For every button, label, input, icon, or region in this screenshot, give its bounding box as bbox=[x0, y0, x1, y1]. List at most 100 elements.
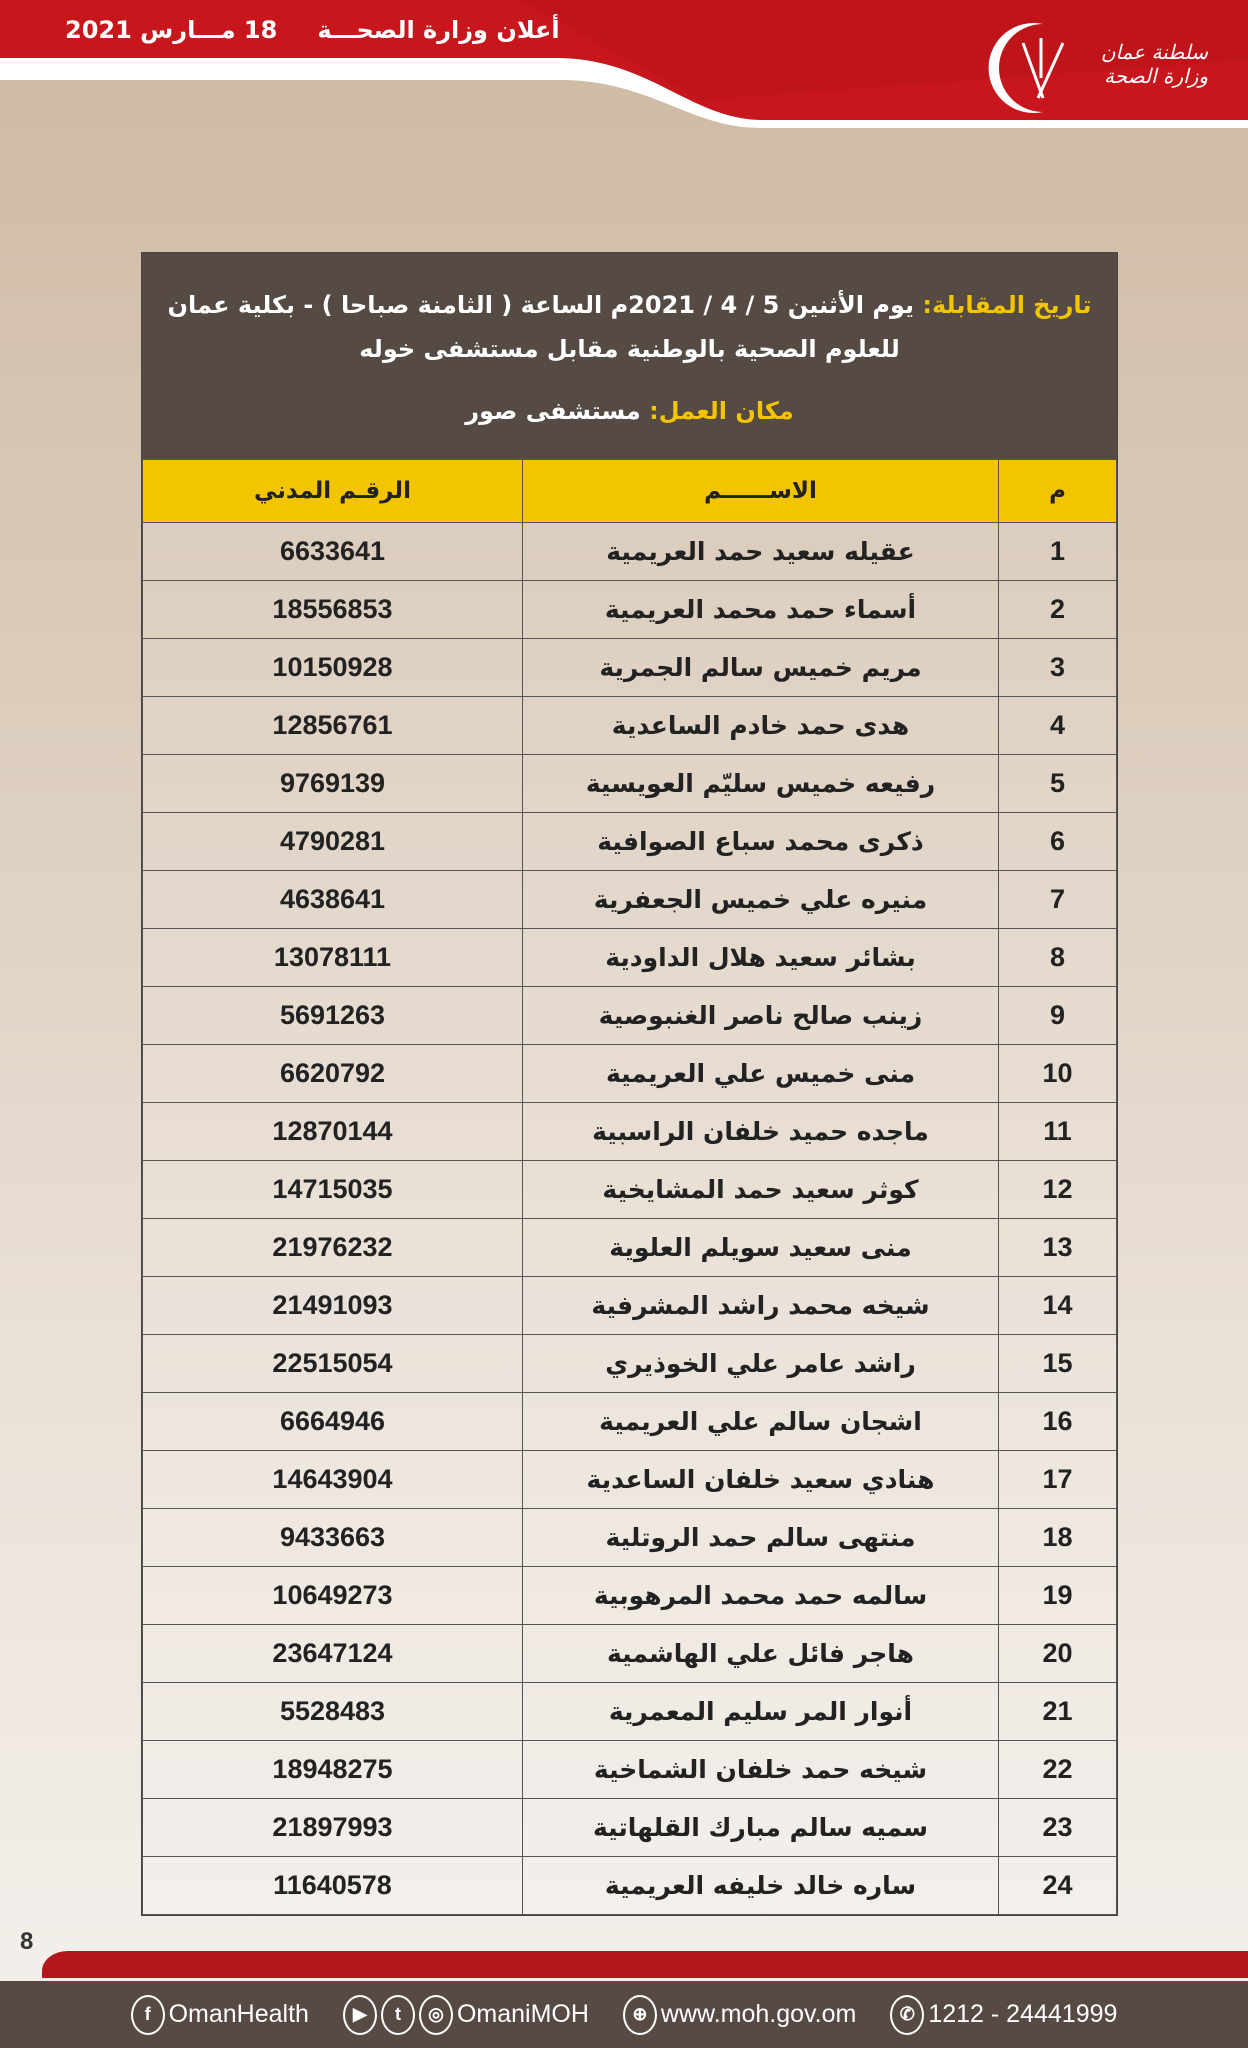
ministry-logo: سلطنة عمان وزارة الصحة bbox=[983, 18, 1208, 118]
candidate-name: راشد عامر علي الخوذيري bbox=[522, 1334, 999, 1393]
facebook-handle[interactable]: OmanHealth bbox=[168, 2000, 309, 2028]
table-row: 1 عقيله سعيد حمد العريمية 6633641 bbox=[142, 522, 1117, 581]
civil-id: 9433663 bbox=[142, 1508, 523, 1567]
candidate-name: منتهى سالم حمد الروتلية bbox=[522, 1508, 999, 1567]
phone-number: 1212 - 24441999 bbox=[928, 2000, 1118, 2028]
table-row: 2 أسماء حمد محمد العريمية 18556853 bbox=[142, 580, 1117, 639]
row-index: 9 bbox=[998, 986, 1117, 1045]
row-index: 11 bbox=[998, 1102, 1117, 1161]
phone-icon: ✆ bbox=[890, 1994, 925, 2035]
candidate-name: هاجر فائل علي الهاشمية bbox=[522, 1624, 999, 1683]
table-row: 16 اشجان سالم علي العريمية 6664946 bbox=[142, 1392, 1117, 1451]
place-label: مكان العمل: bbox=[649, 397, 794, 425]
interview-table-box: تاريخ المقابلة: يوم الأثنين 5 / 4 / 2021… bbox=[141, 252, 1118, 1916]
candidate-name: منى خميس علي العريمية bbox=[522, 1044, 999, 1103]
table-row: 15 راشد عامر علي الخوذيري 22515054 bbox=[142, 1334, 1117, 1393]
table-row: 23 سميه سالم مبارك القلهاتية 21897993 bbox=[142, 1798, 1117, 1857]
date-label: تاريخ المقابلة: bbox=[922, 291, 1092, 319]
civil-id: 12870144 bbox=[142, 1102, 523, 1161]
candidate-name: سالمه حمد محمد المرهوبية bbox=[522, 1566, 999, 1625]
table-row: 19 سالمه حمد محمد المرهوبية 10649273 bbox=[142, 1566, 1117, 1625]
row-index: 20 bbox=[998, 1624, 1117, 1683]
candidate-name: ساره خالد خليفه العريمية bbox=[522, 1856, 999, 1915]
candidate-name: رفيعه خميس سليّم العويسية bbox=[522, 754, 999, 813]
candidate-name: اشجان سالم علي العريمية bbox=[522, 1392, 999, 1451]
oman-emblem-icon bbox=[988, 23, 1065, 114]
candidate-name: منيره علي خميس الجعفرية bbox=[522, 870, 999, 929]
header-index: م bbox=[998, 459, 1117, 523]
row-index: 19 bbox=[998, 1566, 1117, 1625]
header-civil-id: الرقـم المدني bbox=[142, 459, 523, 523]
candidate-name: أسماء حمد محمد العريمية bbox=[522, 580, 999, 639]
civil-id: 22515054 bbox=[142, 1334, 523, 1393]
announcement-date: 18 مـــارس 2021 bbox=[65, 16, 278, 44]
row-index: 23 bbox=[998, 1798, 1117, 1857]
candidate-name: شيخه حمد خلفان الشماخية bbox=[522, 1740, 999, 1799]
logo-text: سلطنة عمان وزارة الصحة bbox=[1100, 40, 1208, 88]
table-row: 22 شيخه حمد خلفان الشماخية 18948275 bbox=[142, 1740, 1117, 1799]
row-index: 1 bbox=[998, 522, 1117, 581]
civil-id: 18948275 bbox=[142, 1740, 523, 1799]
table-row: 9 زينب صالح ناصر الغنبوصية 5691263 bbox=[142, 986, 1117, 1045]
row-index: 6 bbox=[998, 812, 1117, 871]
candidate-name: سميه سالم مبارك القلهاتية bbox=[522, 1798, 999, 1857]
candidate-name: شيخه محمد راشد المشرفية bbox=[522, 1276, 999, 1335]
row-index: 22 bbox=[998, 1740, 1117, 1799]
table-row: 4 هدى حمد خادم الساعدية 12856761 bbox=[142, 696, 1117, 755]
civil-id: 18556853 bbox=[142, 580, 523, 639]
twitter-icon[interactable]: t bbox=[380, 1994, 415, 2035]
social-handle[interactable]: OmaniMOH bbox=[456, 2000, 589, 2028]
table-row: 12 كوثر سعيد حمد المشايخية 14715035 bbox=[142, 1160, 1117, 1219]
candidate-name: عقيله سعيد حمد العريمية bbox=[522, 522, 999, 581]
civil-id: 21976232 bbox=[142, 1218, 523, 1277]
civil-id: 21897993 bbox=[142, 1798, 523, 1857]
candidate-name: منى سعيد سويلم العلوية bbox=[522, 1218, 999, 1277]
row-index: 17 bbox=[998, 1450, 1117, 1509]
candidate-name: ماجده حميد خلفان الراسبية bbox=[522, 1102, 999, 1161]
civil-id: 6633641 bbox=[142, 522, 523, 581]
candidate-name: هنادي سعيد خلفان الساعدية bbox=[522, 1450, 999, 1509]
youtube-icon[interactable]: ▶ bbox=[342, 1994, 377, 2035]
candidate-name: كوثر سعيد حمد المشايخية bbox=[522, 1160, 999, 1219]
instagram-icon[interactable]: ◎ bbox=[418, 1994, 453, 2035]
row-index: 16 bbox=[998, 1392, 1117, 1451]
candidate-name: بشائر سعيد هلال الداودية bbox=[522, 928, 999, 987]
civil-id: 5691263 bbox=[142, 986, 523, 1045]
candidate-name: ذكرى محمد سباع الصوافية bbox=[522, 812, 999, 871]
civil-id: 21491093 bbox=[142, 1276, 523, 1335]
interview-info: تاريخ المقابلة: يوم الأثنين 5 / 4 / 2021… bbox=[142, 253, 1117, 459]
civil-id: 4790281 bbox=[142, 812, 523, 871]
page-number: 8 bbox=[20, 1928, 34, 1955]
row-index: 24 bbox=[998, 1856, 1117, 1915]
website-link[interactable]: www.moh.gov.om bbox=[660, 2000, 857, 2028]
table-row: 17 هنادي سعيد خلفان الساعدية 14643904 bbox=[142, 1450, 1117, 1509]
civil-id: 6620792 bbox=[142, 1044, 523, 1103]
candidates-table: م الاســــــم الرقـم المدني 1 عقيله سعيد … bbox=[142, 459, 1117, 1915]
header-banner bbox=[0, 0, 1248, 128]
candidate-name: زينب صالح ناصر الغنبوصية bbox=[522, 986, 999, 1045]
table-row: 24 ساره خالد خليفه العريمية 11640578 bbox=[142, 1856, 1117, 1915]
row-index: 21 bbox=[998, 1682, 1117, 1741]
civil-id: 23647124 bbox=[142, 1624, 523, 1683]
table-row: 7 منيره علي خميس الجعفرية 4638641 bbox=[142, 870, 1117, 929]
table-row: 14 شيخه محمد راشد المشرفية 21491093 bbox=[142, 1276, 1117, 1335]
civil-id: 10150928 bbox=[142, 638, 523, 697]
row-index: 14 bbox=[998, 1276, 1117, 1335]
civil-id: 11640578 bbox=[142, 1856, 523, 1915]
date-text: يوم الأثنين 5 / 4 / 2021م الساعة ( الثام… bbox=[167, 291, 915, 363]
civil-id: 10649273 bbox=[142, 1566, 523, 1625]
row-index: 4 bbox=[998, 696, 1117, 755]
table-row: 3 مريم خميس سالم الجمرية 10150928 bbox=[142, 638, 1117, 697]
row-index: 18 bbox=[998, 1508, 1117, 1567]
table-row: 10 منى خميس علي العريمية 6620792 bbox=[142, 1044, 1117, 1103]
candidate-name: مريم خميس سالم الجمرية bbox=[522, 638, 999, 697]
announcement-title: أعلان وزارة الصحـــة bbox=[317, 16, 560, 44]
table-row: 20 هاجر فائل علي الهاشمية 23647124 bbox=[142, 1624, 1117, 1683]
table-row: 13 منى سعيد سويلم العلوية 21976232 bbox=[142, 1218, 1117, 1277]
civil-id: 5528483 bbox=[142, 1682, 523, 1741]
table-header: م الاســــــم الرقـم المدني bbox=[142, 459, 1117, 523]
globe-icon: ⊕ bbox=[622, 1994, 657, 2035]
table-row: 21 أنوار المر سليم المعمرية 5528483 bbox=[142, 1682, 1117, 1741]
facebook-icon[interactable]: f bbox=[130, 1994, 165, 2035]
row-index: 3 bbox=[998, 638, 1117, 697]
